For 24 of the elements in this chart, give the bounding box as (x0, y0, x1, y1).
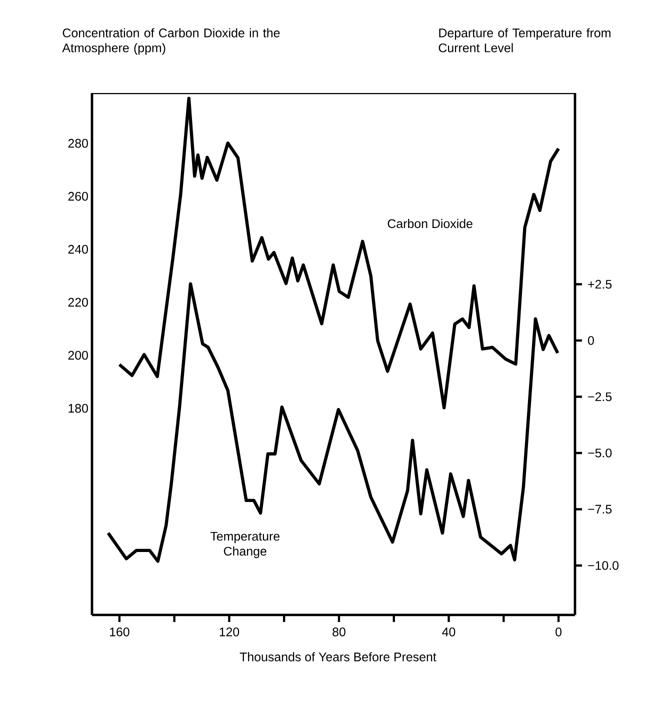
x-axis-title: Thousands of Years Before Present (240, 652, 436, 662)
y2-axis-title: Departure of Temperature from Current Level (438, 28, 610, 52)
y-tick-label: 260 (68, 192, 88, 201)
text: Carbon Dioxide (388, 218, 472, 228)
y-tick-label: 280 (68, 138, 88, 148)
y2-tick-label: −5.0 (588, 448, 612, 458)
y2-tick-label: +2.5 (588, 280, 612, 289)
y2-tick-label: −2.5 (588, 392, 612, 402)
text: Temperature Change (210, 532, 280, 558)
y-tick-label: 200 (68, 350, 88, 360)
y-tick-label: 180 (68, 404, 88, 413)
y2-tick-label: −10.0 (588, 561, 619, 570)
line-series (118, 96, 560, 410)
y2-tick-label: 0 (588, 336, 594, 345)
x-tick-label: 0 (556, 628, 562, 636)
y2-tick-label: −7.5 (588, 504, 612, 514)
x-tick-label: 160 (110, 628, 130, 636)
x-tick-label: 120 (220, 628, 240, 636)
line-series (106, 282, 560, 563)
y-tick-label: 220 (68, 298, 88, 307)
x-tick-label: 80 (332, 628, 346, 636)
x-tick-label: 40 (442, 628, 456, 636)
y-tick-label: 240 (68, 244, 88, 254)
y-axis-title: Concentration of Carbon Dioxide in the Atmosphere (ppm) (62, 28, 280, 55)
